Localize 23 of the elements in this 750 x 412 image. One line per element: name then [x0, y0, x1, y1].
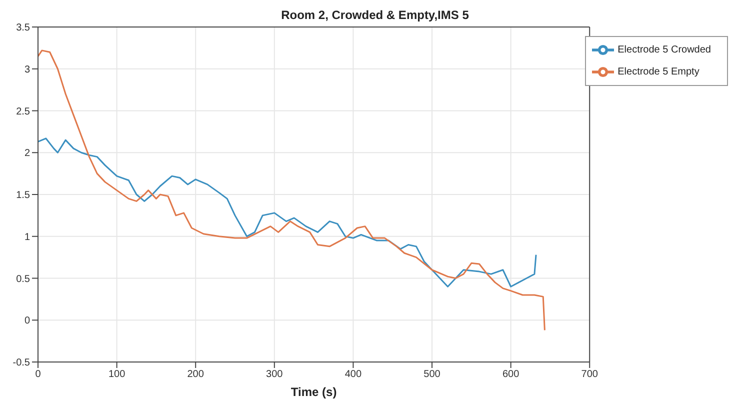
y-tick-label: -0.5 — [12, 358, 30, 369]
y-tick-label: 0 — [24, 316, 30, 327]
y-tick-label: 3 — [24, 64, 30, 76]
line-series — [38, 50, 546, 331]
x-tick-label: 700 — [581, 369, 598, 380]
y-tick-label: 3.5 — [16, 22, 30, 34]
chart-title: Room 2, Crowded & Empty,IMS 5 — [280, 8, 470, 22]
legend-label: Electrode 5 Crowded — [618, 44, 711, 56]
y-tick-label: 1 — [24, 232, 30, 243]
x-tick-label: 400 — [344, 369, 362, 380]
x-tick-label: 600 — [502, 369, 520, 380]
y-tick-label: 1.5 — [16, 190, 30, 202]
legend-label: Electrode 5 Empty — [618, 66, 700, 78]
x-axis-title: Time (s) — [290, 385, 337, 399]
x-tick-label: 500 — [424, 369, 441, 380]
y-tick-label: 2 — [24, 148, 30, 160]
x-tick-label: 200 — [187, 369, 204, 380]
y-tick-label: 2.5 — [16, 106, 30, 118]
x-tick-label: 0 — [35, 369, 42, 380]
x-tick-label: 100 — [108, 369, 126, 380]
x-tick-label: 300 — [266, 369, 284, 380]
y-tick-label: 0.5 — [16, 274, 30, 285]
line-series — [38, 138, 537, 288]
